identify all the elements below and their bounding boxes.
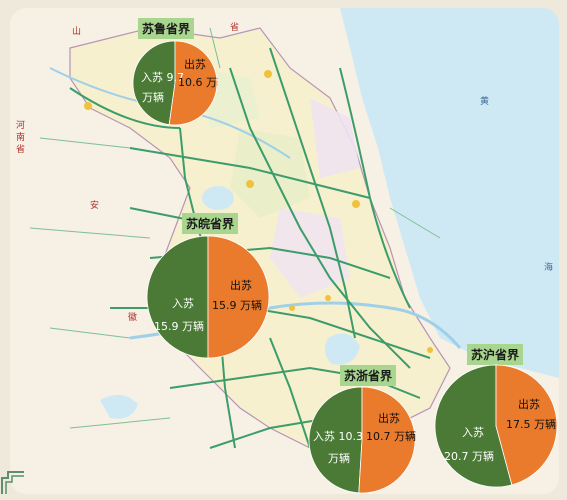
pie-su-zhe-in-label: 入苏 10.3	[313, 430, 363, 443]
pie-su-hu-out-value: 17.5 万辆	[506, 417, 556, 431]
pie-su-zhe: 入苏 10.3 万辆 出苏 10.7 万辆	[308, 386, 416, 494]
map-label-henan-1: 河	[16, 119, 25, 131]
pie-su-wan-outbound	[207, 235, 270, 359]
border-label-su-zhe: 苏浙省界	[340, 365, 397, 386]
pie-su-lu-inbound	[132, 40, 176, 126]
pie-su-lu-out-value: 10.6 万辆	[178, 75, 218, 89]
map-label-province-top: 省	[230, 21, 239, 33]
map-label-henan-2: 南	[16, 131, 25, 143]
secondary-roads	[29, 27, 441, 429]
region-tint-4	[310, 98, 360, 178]
city-markers	[84, 70, 433, 353]
pie-su-lu: 入苏 9.7 万辆 出苏 10.6 万辆	[132, 40, 218, 126]
pie-su-lu-out-label: 出苏	[184, 57, 206, 71]
pie-su-wan-out-value: 15.9 万辆	[212, 298, 262, 312]
pie-su-lu-in-unit: 万辆	[142, 90, 164, 104]
pie-su-hu-out-label: 出苏	[518, 397, 540, 411]
pie-su-hu-inbound	[434, 364, 513, 488]
map-label-sea-1: 黄	[480, 95, 489, 107]
lake-hongze	[202, 186, 234, 210]
jiangsu-base-map: 山 省 河 南 省 安 徽 黄 海 省	[10, 8, 559, 494]
pie-su-zhe-inbound	[308, 386, 363, 494]
pie-su-wan-out-label: 出苏	[230, 278, 252, 292]
map-label-shandong: 山	[72, 26, 81, 37]
pie-su-wan-in-label: 入苏	[172, 297, 194, 310]
pie-su-lu-outbound	[168, 40, 218, 126]
lake-tai	[324, 333, 360, 365]
pie-su-wan-inbound	[146, 235, 209, 359]
pie-su-hu-outbound	[495, 364, 558, 486]
pie-su-zhe-in-unit: 万辆	[328, 451, 350, 465]
corner-ornament-icon	[1, 471, 24, 494]
border-label-su-wan: 苏皖省界	[182, 213, 239, 234]
map-label-henan-3: 省	[16, 143, 25, 155]
pie-su-zhe-out-label: 出苏	[378, 411, 400, 425]
pie-su-wan-in-value: 15.9 万辆	[154, 319, 204, 333]
pie-su-wan: 入苏 15.9 万辆 出苏 15.9 万辆	[146, 235, 270, 359]
pie-su-zhe-outbound	[358, 386, 416, 494]
pie-su-hu-in-value: 20.7 万辆	[444, 449, 494, 463]
border-label-su-hu: 苏沪省界	[467, 344, 524, 365]
pie-su-zhe-out-value: 10.7 万辆	[366, 429, 416, 443]
pie-su-hu: 入苏 20.7 万辆 出苏 17.5 万辆	[434, 364, 558, 488]
map-label-anhui-1: 安	[90, 199, 99, 211]
map-panel: 山 省 河 南 省 安 徽 黄 海 省 苏鲁省界 苏皖省界 苏浙省界 苏沪省界 …	[10, 8, 559, 494]
border-label-su-lu: 苏鲁省界	[138, 18, 195, 39]
pie-su-lu-in-label: 入苏 9.7	[141, 71, 184, 84]
lake-west	[100, 394, 138, 419]
map-label-sea-2: 海	[544, 261, 553, 273]
pie-su-hu-in-label: 入苏	[462, 426, 484, 439]
map-label-anhui-2: 徽	[128, 311, 137, 323]
